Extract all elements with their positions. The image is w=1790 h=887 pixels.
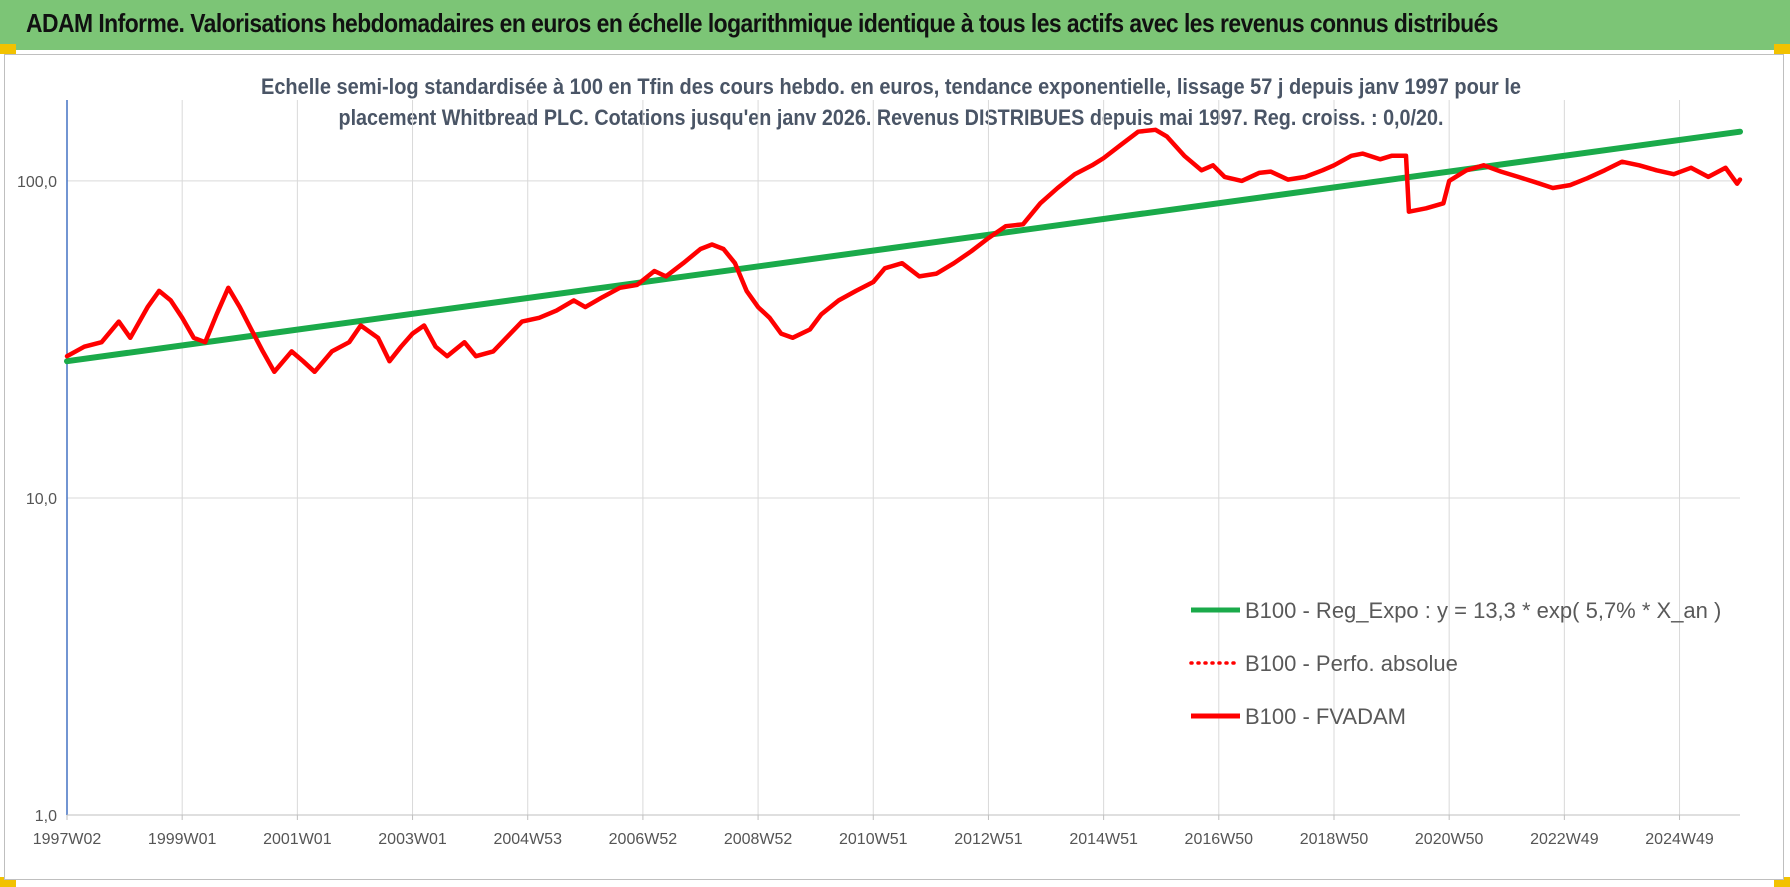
x-tick-label: 2004W53 [493,831,562,848]
series-fvadam-line [64,127,1743,375]
chart-subtitle-line-1: Echelle semi-log standardisée à 100 en T… [261,74,1521,99]
axes [66,100,1740,816]
x-tick-label: 2006W52 [609,831,678,848]
corner-accent-bottom-right [1774,877,1790,887]
x-tick-label: 2022W49 [1530,831,1599,848]
x-tick-label: 1999W01 [148,831,217,848]
x-tick-label: 2016W50 [1185,831,1254,848]
x-tick-label: 2008W52 [724,831,793,848]
legend-label: B100 - Perfo. absolue [1245,651,1458,676]
x-tick-label: 1997W02 [33,831,102,848]
corner-accent-top-left [0,44,16,54]
legend-item-perfo: B100 - Perfo. absolue [1189,651,1458,676]
chart-subtitle: Echelle semi-log standardisée à 100 en T… [261,74,1521,130]
legend-item-fvadam: B100 - FVADAM [1191,704,1406,729]
x-axis-ticks: 1997W02 1999W01 2001W01 2003W01 2004W53 2006W… [33,815,1714,848]
legend-label: B100 - FVADAM [1245,704,1406,729]
grid-lines [66,100,1740,816]
y-tick-label: 10,0 [26,491,57,508]
x-tick-label: 2018W50 [1300,831,1369,848]
corner-accent-top-right [1774,44,1790,54]
legend-item-regression: B100 - Reg_Expo : y = 13,3 * exp( 5,7% *… [1191,598,1721,623]
legend-label: B100 - Reg_Expo : y = 13,3 * exp( 5,7% *… [1245,598,1721,623]
corner-accent-bottom-left [0,877,16,887]
x-tick-label: 2003W01 [378,831,447,848]
y-tick-label: 1,0 [35,808,57,825]
series-regression-line [64,128,1743,365]
title-bar: ADAM Informe. Valorisations hebdomadaire… [0,0,1790,50]
x-tick-label: 2024W49 [1645,831,1714,848]
x-tick-label: 2001W01 [263,831,332,848]
chart-legend: B100 - Reg_Expo : y = 13,3 * exp( 5,7% *… [1189,598,1721,729]
x-tick-label: 2020W50 [1415,831,1484,848]
chart-subtitle-line-2: placement Whitbread PLC. Cotations jusqu… [339,105,1444,130]
y-tick-label: 100,0 [17,174,57,191]
x-tick-label: 2012W51 [954,831,1023,848]
chart-frame: Echelle semi-log standardisée à 100 en T… [4,54,1784,880]
x-tick-label: 2010W51 [839,831,908,848]
chart-svg: Echelle semi-log standardisée à 100 en T… [17,74,1743,848]
series-lines [64,127,1743,375]
page-title: ADAM Informe. Valorisations hebdomadaire… [26,8,1499,38]
y-axis-ticks: 1,0 10,0 100,0 [17,174,57,825]
x-tick-label: 2014W51 [1069,831,1138,848]
